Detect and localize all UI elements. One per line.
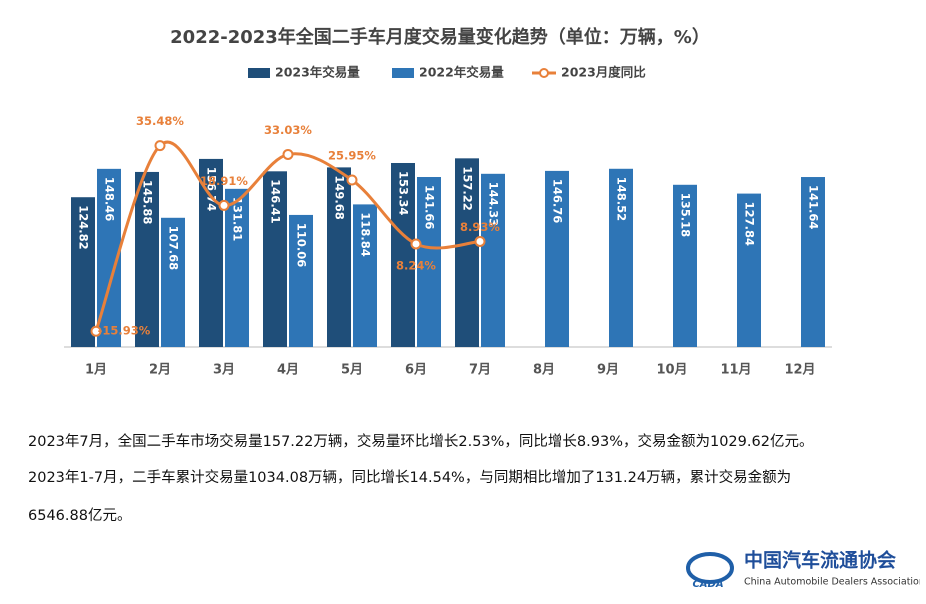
bar <box>353 204 377 347</box>
bar-value-label: 153.34 <box>397 171 411 215</box>
x-tick-label: 9月 <box>597 363 619 378</box>
chart: 2022-2023年全国二手车月度交易量变化趋势（单位：万辆，%） 1月 2月 3月… <box>64 26 832 378</box>
bar-value-label: 124.82 <box>77 205 91 249</box>
line-marker <box>346 174 358 186</box>
bar-value-label: 141.66 <box>423 185 437 229</box>
logo-ring <box>686 552 734 584</box>
legend-label: 2023年交易量 <box>275 65 360 80</box>
bar <box>455 158 479 347</box>
bar-value-label: 146.41 <box>269 179 283 223</box>
bar-value-label: 135.18 <box>679 193 693 237</box>
x-tick-label: 1月 <box>85 363 107 378</box>
legend-swatch <box>248 68 270 78</box>
line-marker <box>282 148 294 160</box>
bar-value-label: 127.84 <box>743 202 757 246</box>
line-value-label: 25.95% <box>328 149 376 163</box>
legend-label: 2022年交易量 <box>419 65 504 80</box>
x-tick-label: 10月 <box>656 363 687 378</box>
line-marker <box>154 140 166 152</box>
bar <box>263 171 287 347</box>
line-value-label: 8.93% <box>460 220 500 234</box>
bar-value-label: 118.84 <box>359 212 373 256</box>
x-tick-label: 3月 <box>213 363 235 378</box>
logo-mark: CADA <box>692 579 723 590</box>
bar-value-label: 131.81 <box>231 197 245 241</box>
line-value-label: -15.93% <box>98 324 151 338</box>
bar <box>71 197 95 347</box>
legend-marker <box>539 68 549 78</box>
x-tick-label: 4月 <box>277 363 299 378</box>
x-tick-label: 12月 <box>784 363 815 378</box>
bar <box>801 177 825 347</box>
paragraph: 2023年7月，全国二手车市场交易量157.22万辆，交易量环比增长2.53%，… <box>28 434 814 450</box>
bar <box>417 177 441 347</box>
bar-value-label: 157.22 <box>461 166 475 210</box>
bar-value-label: 149.68 <box>333 175 347 219</box>
bar-value-label: 148.46 <box>103 177 117 221</box>
line-value-label: 8.24% <box>396 258 436 272</box>
legend-label: 2023月度同比 <box>561 65 646 80</box>
line-value-label: 18.91% <box>200 174 248 188</box>
x-tick-label: 2月 <box>149 363 171 378</box>
bar <box>289 214 313 347</box>
bar-value-label: 110.06 <box>295 223 309 267</box>
line-value-label: 33.03% <box>264 123 312 137</box>
chart-title: 2022-2023年全国二手车月度交易量变化趋势（单位：万辆，%） <box>170 26 710 48</box>
line-value-label: 35.48% <box>136 114 184 128</box>
bar <box>199 158 223 347</box>
bar-value-label: 107.68 <box>167 226 181 270</box>
x-tick-label: 8月 <box>533 363 555 378</box>
bar <box>225 188 249 347</box>
line-marker <box>90 325 102 337</box>
line-marker <box>474 235 486 247</box>
bar-value-label: 145.88 <box>141 180 155 224</box>
bar <box>327 167 351 347</box>
paragraph: 6546.88亿元。 <box>28 508 132 524</box>
logo: CADA 中国汽车流通协会 China Automobile Dealers A… <box>686 548 920 590</box>
logo-name-en: China Automobile Dealers Association <box>744 577 920 588</box>
bar-value-label: 146.76 <box>551 179 565 223</box>
bar <box>391 162 415 347</box>
paragraph: 2023年1-7月，二手车累计交易量1034.08万辆，同比增长14.54%，与… <box>28 470 792 486</box>
bar <box>737 193 761 347</box>
x-tick-label: 11月 <box>720 363 751 378</box>
x-tick-label: 5月 <box>341 363 363 378</box>
bar <box>481 173 505 347</box>
bar <box>673 184 697 347</box>
line-marker <box>218 199 230 211</box>
legend-swatch <box>392 68 414 78</box>
x-tick-label: 6月 <box>405 363 427 378</box>
logo-name: 中国汽车流通协会 <box>744 548 896 571</box>
line-marker <box>410 238 422 250</box>
bar-value-label: 148.52 <box>615 177 629 221</box>
bar <box>161 217 185 347</box>
bar-value-label: 144.33 <box>487 182 501 226</box>
bar <box>609 168 633 347</box>
bar <box>545 170 569 347</box>
bar <box>135 171 159 347</box>
bar-value-label: 141.64 <box>807 185 821 229</box>
x-tick-label: 7月 <box>469 363 491 378</box>
line <box>94 140 481 332</box>
